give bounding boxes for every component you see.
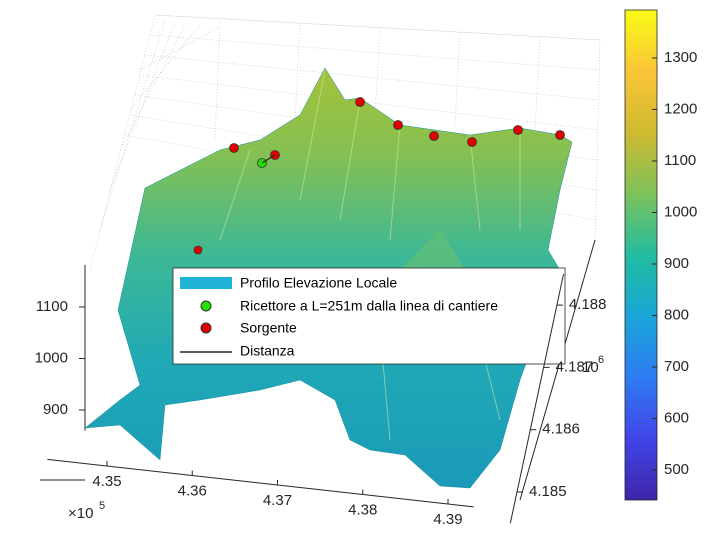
colorbar-tick-label: 700 <box>664 358 689 375</box>
colorbar-tick-label: 1200 <box>664 100 697 117</box>
x-multiplier: ×10 <box>68 505 93 522</box>
legend-box <box>172 267 566 365</box>
colorbar <box>624 9 658 501</box>
y-tick-label: 4.187 <box>556 358 594 375</box>
legend: Profilo Elevazione Locale Ricettore a L=… <box>172 267 566 365</box>
colorbar-tick-label: 1100 <box>664 152 696 169</box>
x-tick-label: 4.39 <box>433 511 462 528</box>
y-tick-label: 4.186 <box>542 421 580 438</box>
x-tick-label: 4.36 <box>178 482 207 499</box>
y-tick-label: 4.185 <box>529 483 567 500</box>
z-tick-label: 1000 <box>35 349 68 366</box>
colorbar-tick-label: 800 <box>664 307 689 324</box>
legend-label: Ricettore a L=251m dalla linea di cantie… <box>240 298 498 314</box>
legend-label: Sorgente <box>240 320 297 336</box>
y-exponent: 6 <box>598 354 604 366</box>
x-tick-label: 4.35 <box>92 473 121 490</box>
legend-marker <box>200 322 212 334</box>
legend-marker <box>200 300 212 312</box>
x-axis <box>47 458 474 508</box>
x-exponent: 5 <box>99 500 105 512</box>
back-grid <box>89 14 601 271</box>
legend-patch <box>180 277 232 289</box>
y-axis <box>509 273 565 524</box>
z-tick-label: 1100 <box>36 298 68 315</box>
colorbar-tick-label: 600 <box>664 410 689 427</box>
distance <box>261 154 276 164</box>
legend-label: Profilo Elevazione Locale <box>240 275 397 291</box>
colorbar-tick-label: 1300 <box>664 49 697 66</box>
legend-label: Distanza <box>240 343 295 359</box>
markers <box>193 97 565 255</box>
x-tick-label: 4.37 <box>263 492 292 509</box>
colorbar-tick-label: 1000 <box>664 203 697 220</box>
colorbar-tick-label: 500 <box>664 461 689 478</box>
y-multiplier: 10 <box>582 359 599 376</box>
y-tick-label: 4.188 <box>569 296 607 313</box>
z-tick-label: 900 <box>43 401 68 418</box>
colorbar-tick-label: 900 <box>664 255 689 272</box>
x-tick-label: 4.38 <box>348 501 377 518</box>
